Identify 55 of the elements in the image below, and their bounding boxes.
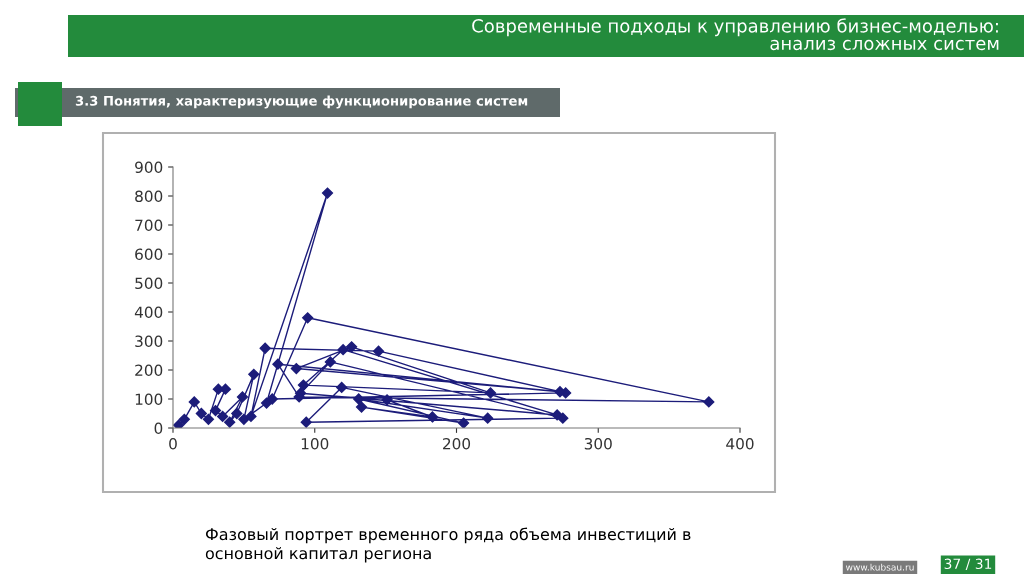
point	[195, 407, 207, 420]
point	[266, 393, 278, 405]
chart-subtitle: 3.3 Понятия, характеризующие функционирование систем	[75, 95, 528, 109]
point	[324, 356, 336, 368]
x-tick-label: 400	[726, 437, 754, 450]
point	[355, 401, 368, 413]
point	[209, 404, 222, 417]
point	[272, 358, 284, 370]
y-tick-label: 700	[135, 219, 163, 232]
y-tick-label: 600	[135, 248, 163, 261]
text: 37 / 31	[944, 558, 992, 571]
point	[224, 416, 236, 428]
point	[188, 396, 200, 408]
y-tick-label: 100	[135, 393, 163, 406]
point	[372, 345, 385, 357]
point	[381, 394, 393, 406]
y-tick-label: 200	[135, 364, 163, 377]
x-tick-label: 100	[301, 437, 329, 450]
point	[231, 407, 243, 420]
point	[297, 379, 310, 391]
chart-title: Современные подходы к управлению бизнес-моделью: анализ сложных систем	[472, 18, 999, 51]
point	[337, 344, 349, 356]
y-tick-label: 400	[134, 306, 163, 319]
point	[217, 410, 229, 423]
y-tick-label: 900	[135, 161, 163, 174]
point	[336, 381, 348, 394]
point	[457, 417, 470, 428]
point	[245, 410, 257, 423]
point	[346, 341, 358, 353]
point	[178, 413, 190, 425]
x-tick-label: 300	[584, 437, 612, 450]
y-tick-label: 500	[135, 277, 163, 290]
text: www.kubsau.ru	[845, 563, 914, 571]
text: Фазовый портрет временного ряда объема инвестиций в основной капитал региона	[205, 527, 691, 563]
y-tick-label: 0	[154, 422, 163, 435]
x-tick-label: 0	[169, 437, 177, 450]
point	[557, 412, 569, 424]
point	[236, 391, 249, 403]
x-tick-label: 200	[443, 437, 471, 450]
y-tick-label: 800	[135, 190, 163, 203]
point	[260, 397, 273, 409]
y-tick-label: 300	[135, 335, 163, 348]
point	[426, 411, 439, 423]
point	[482, 412, 494, 424]
point	[238, 413, 250, 425]
point	[703, 396, 715, 408]
point	[173, 419, 185, 428]
point	[290, 362, 302, 375]
point	[202, 413, 215, 425]
point	[321, 187, 334, 199]
point	[259, 342, 271, 354]
point	[248, 368, 260, 380]
point	[300, 416, 312, 428]
point	[302, 312, 314, 324]
point	[484, 387, 497, 399]
